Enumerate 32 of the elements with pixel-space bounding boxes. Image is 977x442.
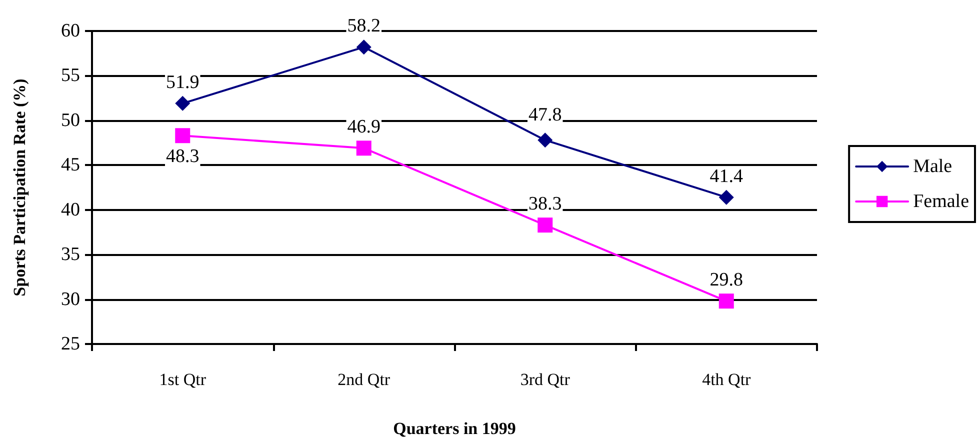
legend-label: Male [913,156,952,177]
point [356,40,372,55]
data-label: 58.2 [347,16,380,37]
y-tick-label: 55 [61,65,80,86]
data-label: 41.4 [710,166,744,187]
y-tick-label: 35 [61,244,80,266]
x-tick-label: 1st Qtr [159,370,206,389]
data-label: 48.3 [166,146,200,168]
x-tick-label: 3rd Qtr [520,370,570,389]
point [718,294,734,309]
y-tick-label: 60 [61,20,80,42]
data-label: 51.9 [166,72,200,93]
y-tick-label: 40 [61,199,80,220]
point [538,218,553,233]
x-axis-title: Quarters in 1999 [393,419,516,438]
y-tick-label: 45 [61,154,80,176]
point [175,96,190,111]
y-tick-label: 25 [61,334,80,354]
y-axis-title: Sports Participation Rate (%) [10,78,29,296]
y-tick-label: 30 [61,288,80,310]
data-label: 38.3 [528,194,562,215]
point [175,128,190,144]
point [718,190,734,205]
x-tick-label: 4th Qtr [702,370,752,389]
data-label: 47.8 [528,104,562,126]
legend-label: Female [913,191,970,212]
point [356,140,372,156]
point [538,132,553,148]
y-tick-label: 50 [61,110,80,131]
data-label: 46.9 [347,116,380,138]
data-label: 29.8 [710,270,743,291]
x-tick-label: 2nd Qtr [338,370,390,389]
